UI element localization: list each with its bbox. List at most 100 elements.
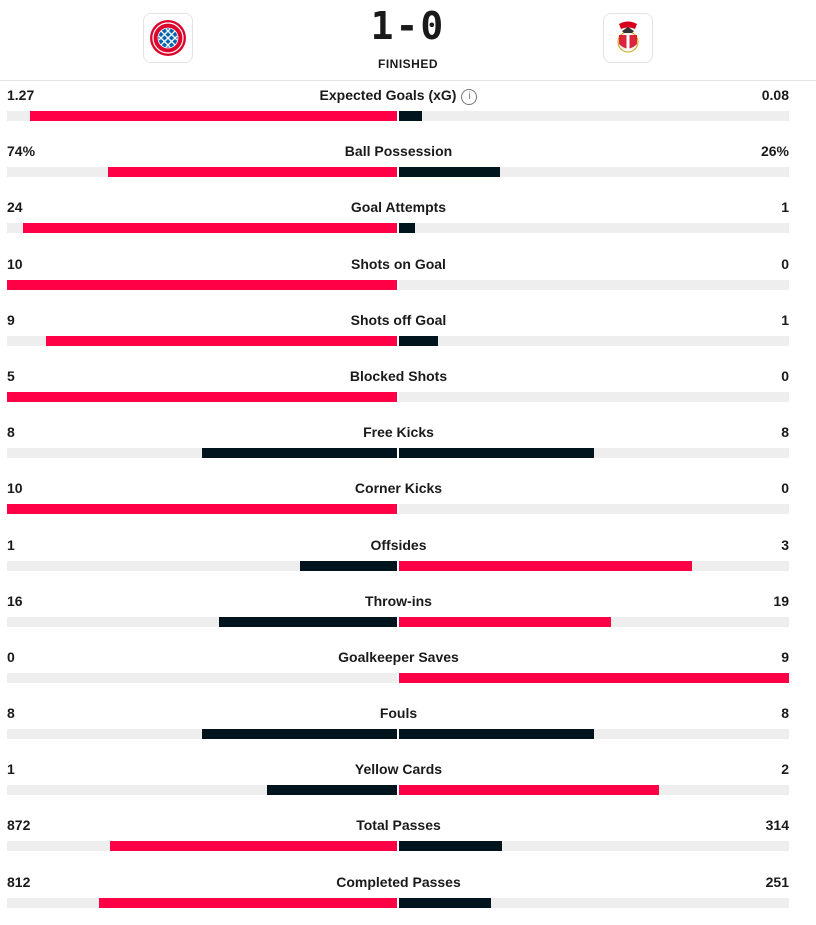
home-stat-track [7, 448, 397, 459]
stat-label: Goalkeeper Saves [0, 649, 797, 665]
home-stat-track [7, 672, 397, 683]
stat-label: Free Kicks [0, 424, 797, 440]
away-stat-value: 8 [781, 424, 789, 441]
home-stat-track [7, 729, 397, 740]
away-stat-track [399, 841, 789, 852]
away-stat-value: 1 [781, 311, 789, 328]
statistics-list: 1.27 Expected Goals (xG) i 0.08 74% Ball Poss… [0, 82, 816, 925]
away-stat-value: 251 [765, 873, 789, 890]
stat-label-text: Corner Kicks [354, 480, 443, 497]
away-stat-track [399, 616, 789, 627]
home-stat-track [7, 223, 397, 234]
match-status: FINISHED [377, 57, 438, 71]
away-stat-bar [399, 841, 503, 852]
home-stat-bar [46, 335, 397, 346]
away-stat-value: 2 [781, 761, 789, 778]
away-team-crest[interactable] [603, 13, 653, 63]
stat-row: 872 Total Passes 314 [0, 812, 816, 868]
home-stat-value: 74% [7, 143, 36, 160]
home-stat-track [7, 335, 397, 346]
match-header: 1-0 FINISHED [0, 0, 816, 81]
stat-label: Yellow Cards [0, 761, 797, 777]
home-stat-value: 1.27 [7, 87, 35, 103]
home-stat-track [7, 391, 397, 402]
home-team-crest[interactable] [143, 13, 193, 63]
stat-label: Blocked Shots [0, 368, 797, 384]
stat-row: 10 Corner Kicks 0 [0, 475, 816, 531]
home-stat-value: 1 [7, 536, 15, 553]
stat-row: 8 Fouls 8 [0, 700, 816, 756]
away-stat-track [399, 672, 789, 683]
stat-label-text: Throw-ins [365, 592, 432, 609]
away-stat-track [399, 448, 789, 459]
stat-label-text: Goalkeeper Saves [338, 648, 459, 665]
stat-label: Expected Goals (xG) i [0, 87, 797, 105]
away-stat-track [399, 223, 789, 234]
home-stat-bar [99, 897, 397, 908]
away-stat-value: 0 [781, 480, 789, 497]
stat-row: 1.27 Expected Goals (xG) i 0.08 [0, 82, 816, 138]
away-stat-value: 0 [781, 367, 789, 384]
away-stat-bar [399, 111, 423, 121]
home-stat-bar [202, 729, 397, 740]
away-stat-value: 9 [781, 648, 789, 665]
home-stat-track [7, 167, 397, 178]
away-stat-track [399, 785, 789, 796]
stat-row: 9 Shots off Goal 1 [0, 307, 816, 363]
home-stat-value: 0 [7, 648, 15, 665]
stat-label-text: Completed Passes [336, 873, 461, 890]
home-stat-bar [7, 279, 397, 290]
home-stat-bar [267, 785, 397, 796]
stat-label-text: Expected Goals (xG) [319, 87, 457, 103]
away-stat-bar [399, 223, 415, 234]
stat-label: Shots on Goal [0, 256, 797, 272]
home-stat-track [7, 111, 397, 121]
home-stat-value: 8 [7, 424, 15, 441]
away-stat-value: 314 [765, 817, 789, 834]
home-stat-value: 8 [7, 705, 15, 722]
stat-label-text: Ball Possession [344, 143, 453, 160]
away-stat-track [399, 279, 789, 290]
away-stat-track [399, 167, 789, 178]
stat-label: Shots off Goal [0, 312, 797, 328]
stat-row: 8 Free Kicks 8 [0, 419, 816, 475]
away-stat-track [399, 729, 789, 740]
home-stat-bar [108, 167, 397, 178]
stat-label: Total Passes [0, 817, 797, 833]
home-stat-bar [22, 223, 397, 234]
stat-row: 10 Shots on Goal 0 [0, 251, 816, 307]
away-stat-value: 3 [781, 536, 789, 553]
away-stat-bar [399, 167, 501, 178]
stat-label-text: Goal Attempts [350, 199, 447, 216]
home-stat-track [7, 504, 397, 515]
home-stat-bar [110, 841, 397, 852]
stat-label-text: Shots off Goal [350, 311, 447, 328]
stat-label: Corner Kicks [0, 480, 797, 496]
stat-row: 74% Ball Possession 26% [0, 138, 816, 194]
home-stat-bar [202, 448, 397, 459]
home-stat-bar [218, 616, 397, 627]
away-stat-track [399, 897, 789, 908]
stat-row: 1 Offsides 3 [0, 532, 816, 588]
home-stat-track [7, 560, 397, 571]
stat-label-text: Shots on Goal [351, 255, 446, 272]
stat-label: Throw-ins [0, 593, 797, 609]
stat-row: 0 Goalkeeper Saves 9 [0, 644, 816, 700]
away-stat-value: 0 [781, 255, 789, 272]
stat-label-text: Free Kicks [363, 424, 434, 441]
away-stat-track [399, 111, 789, 121]
away-stat-bar [399, 897, 492, 908]
stat-row: 5 Blocked Shots 0 [0, 363, 816, 419]
away-stat-bar [399, 560, 692, 571]
info-icon[interactable]: i [461, 89, 478, 105]
home-stat-value: 24 [7, 199, 23, 216]
stat-label: Fouls [0, 705, 797, 721]
home-stat-value: 10 [7, 255, 23, 272]
away-stat-value: 1 [781, 199, 789, 216]
home-stat-value: 16 [7, 592, 23, 609]
home-stat-bar [7, 391, 397, 402]
away-stat-track [399, 391, 789, 402]
match-score: 1-0 [370, 4, 446, 48]
sl-benfica-crest-icon [617, 21, 639, 53]
home-stat-value: 10 [7, 480, 23, 497]
